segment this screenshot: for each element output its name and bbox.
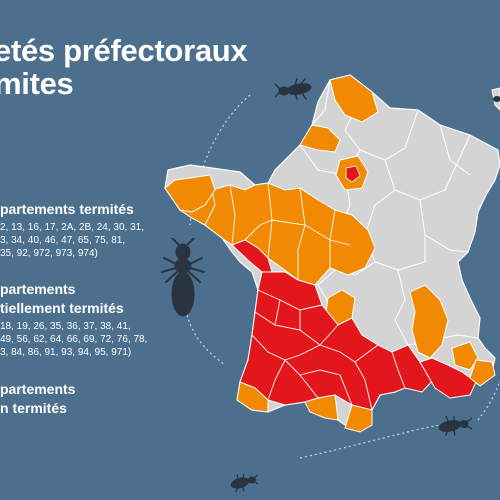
region-partial-ariege xyxy=(304,394,339,421)
dotted-path-bottom xyxy=(299,424,441,459)
legend-codes-line: 49, 56, 62, 64, 66, 69, 72, 76, 78, xyxy=(0,334,148,345)
legend-codes: 18, 19, 26, 35, 36, 37, 38, 41, 49, 56, … xyxy=(0,320,147,359)
region-termite-vendee xyxy=(231,239,273,273)
legend-termites: partements termités 2, 13, 16, 17, 2A, 2… xyxy=(0,200,144,260)
termite-icon-bottom-right xyxy=(438,416,472,436)
termite-icon-bottom xyxy=(230,474,258,492)
legend-codes-line: 3, 34, 40, 46, 47, 65, 75, 81, xyxy=(0,235,126,246)
region-partial-rhone xyxy=(409,284,449,359)
southwest-borders xyxy=(251,289,406,411)
legend-codes: 2, 13, 16, 17, 2A, 2B, 24, 30, 31, 3, 34… xyxy=(0,221,144,260)
legend-none: partements n termités xyxy=(0,380,75,418)
page-title: etés préfectoraux mites xyxy=(0,33,248,101)
title-line-1: etés préfectoraux xyxy=(0,33,248,68)
west-borders xyxy=(204,182,351,280)
termite-icon-edge xyxy=(493,96,500,102)
legend-codes-line: 3, 84, 86, 91, 93, 94, 95, 971) xyxy=(0,347,132,358)
legend-codes-line: 35, 92, 972, 973, 974) xyxy=(0,248,98,259)
legend-codes-line: 18, 19, 26, 35, 36, 37, 38, 41, xyxy=(0,321,131,332)
region-partial-var xyxy=(469,359,496,387)
region-partial-pyrenees-orientales xyxy=(344,404,373,433)
termite-icon-top xyxy=(275,78,312,100)
region-partial-vaucluse xyxy=(451,341,479,371)
dotted-path-left xyxy=(189,94,251,226)
legend-partial: partements tiellement termités 18, 19, 2… xyxy=(0,280,147,359)
region-partial-brittany xyxy=(164,174,216,213)
region-partial-pyrenees xyxy=(236,381,269,413)
termite-icon-large xyxy=(161,238,205,317)
region-paris-core xyxy=(345,165,361,183)
legend-heading: tiellement termités xyxy=(0,300,124,316)
region-partial-normandy xyxy=(299,124,341,153)
title-line-2: mites xyxy=(0,66,74,101)
dotted-path-right xyxy=(477,379,500,421)
legend-heading: partements termités xyxy=(0,201,134,217)
legend-heading: partements xyxy=(0,381,76,397)
region-partial-north xyxy=(329,74,379,123)
legend-heading: n termités xyxy=(0,400,67,416)
legend-heading: partements xyxy=(0,281,76,297)
legend-codes-line: 2, 13, 16, 17, 2A, 2B, 24, 30, 31, xyxy=(0,222,144,233)
